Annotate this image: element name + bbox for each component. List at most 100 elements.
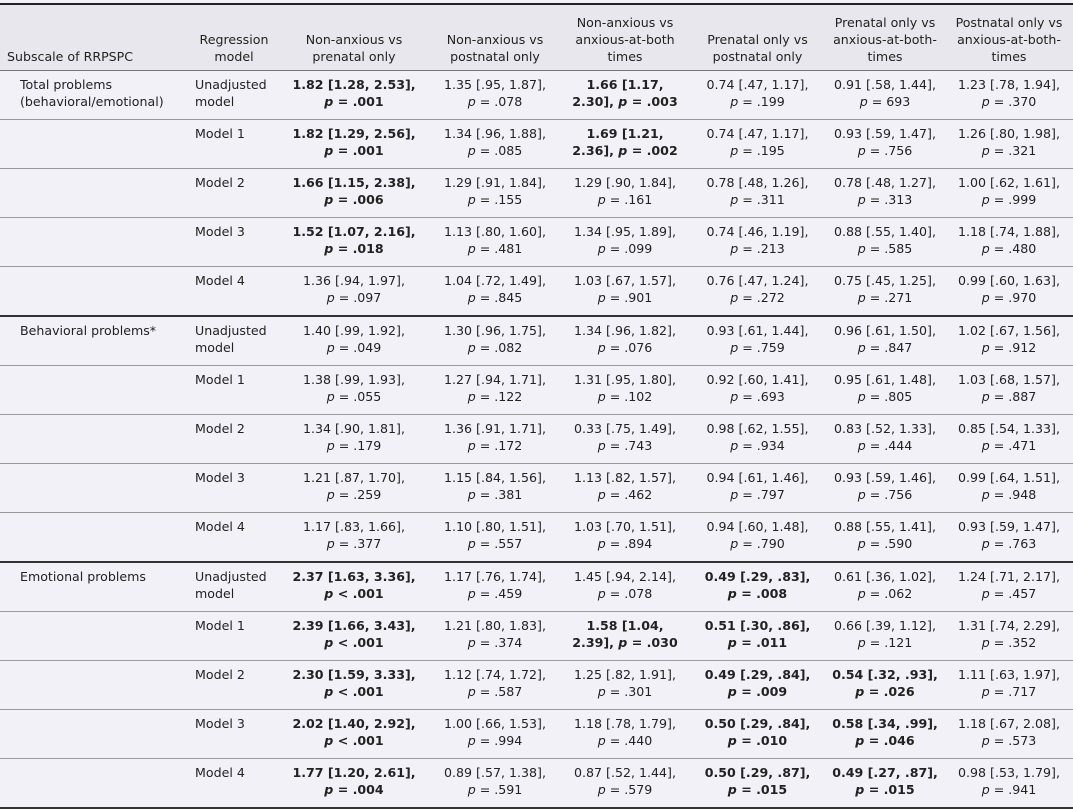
estimate-cell: 2.30 [1.59, 3.33], p < .001: [278, 660, 430, 710]
estimate-cell: 1.66 [1.15, 2.38], p = .006: [278, 168, 430, 218]
p-value: = .440: [609, 733, 653, 748]
p-value: = .948: [993, 487, 1037, 502]
table-row: Model 3 1.52 [1.07, 2.16], p = .018 1.13 […: [0, 217, 1073, 267]
p-value: = .374: [479, 635, 523, 650]
model-cell: Model 3: [190, 463, 278, 513]
odds-ratio-ci: 1.36 [.94, 1.97],: [303, 273, 405, 288]
estimate-cell: 2.37 [1.63, 3.36], p < .001: [278, 562, 430, 612]
odds-ratio-ci: 1.13 [.80, 1.60],: [444, 224, 546, 239]
odds-ratio-ci: 0.49 [.29, .83],: [704, 569, 811, 584]
odds-ratio-ci: 0.74 [.47, 1.17],: [706, 77, 809, 92]
table-row: Model 4 1.17 [.83, 1.66], p = .377 1.10 [.…: [0, 512, 1073, 563]
odds-ratio-ci: 0.88 [.55, 1.41],: [834, 519, 936, 534]
p-value: = .102: [609, 389, 653, 404]
odds-ratio-ci: 0.49 [.27, .87],: [832, 765, 938, 780]
estimate-cell: 1.82 [1.29, 2.56], p = .001: [278, 119, 430, 169]
odds-ratio-ci: 0.93 [.59, 1.47],: [958, 519, 1060, 534]
p-value: = .018: [337, 241, 384, 256]
odds-ratio-ci: 1.34 [.96, 1.82],: [574, 323, 676, 338]
model-cell: Unadjusted model: [190, 316, 278, 366]
odds-ratio-ci: 0.76 [.47, 1.24],: [706, 273, 809, 288]
odds-ratio-ci: 0.33 [.75, 1.49],: [574, 421, 676, 436]
estimate-cell: 1.31 [.95, 1.80], p = .102: [560, 365, 690, 415]
p-value: = .046: [868, 733, 915, 748]
p-value: = .002: [631, 143, 678, 158]
model-cell: Model 1: [190, 365, 278, 415]
odds-ratio-ci: 1.66 [1.17, 2.30],: [572, 77, 664, 109]
odds-ratio-ci: 1.11 [.63, 1.97],: [958, 667, 1060, 682]
odds-ratio-ci: 1.58 [1.04, 2.39],: [572, 618, 664, 650]
p-value: = .999: [993, 192, 1037, 207]
estimate-cell: 0.93 [.59, 1.47], p = .763: [945, 512, 1073, 563]
estimate-cell: 0.54 [.32, .93], p = .026: [825, 660, 945, 710]
estimate-cell: 1.29 [.90, 1.84], p = .161: [560, 168, 690, 218]
estimate-cell: 0.94 [.60, 1.48], p = .790: [690, 512, 825, 563]
p-value: = .030: [631, 635, 678, 650]
model-cell: Model 4: [190, 266, 278, 317]
odds-ratio-ci: 1.31 [.95, 1.80],: [574, 372, 676, 387]
estimate-cell: 1.15 [.84, 1.56], p = .381: [430, 463, 560, 513]
estimate-cell: 0.98 [.53, 1.79], p = .941: [945, 758, 1073, 809]
model-cell: Model 2: [190, 660, 278, 710]
odds-ratio-ci: 1.45 [.94, 2.14],: [574, 569, 676, 584]
estimate-cell: 1.35 [.95, 1.87], p = .078: [430, 70, 560, 120]
column-header: Prenatal only vs postnatal only: [690, 4, 825, 71]
odds-ratio-ci: 1.15 [.84, 1.56],: [444, 470, 546, 485]
p-value: < .001: [337, 586, 384, 601]
estimate-cell: 1.34 [.90, 1.81], p = .179: [278, 414, 430, 464]
odds-ratio-ci: 0.91 [.58, 1.44],: [834, 77, 936, 92]
p-value: = .009: [741, 684, 788, 699]
p-value: = .076: [609, 340, 653, 355]
p-value: = .179: [338, 438, 382, 453]
p-value: = .901: [609, 290, 653, 305]
p-value: = .301: [609, 684, 653, 699]
p-value: = .199: [742, 94, 785, 109]
odds-ratio-ci: 0.61 [.36, 1.02],: [834, 569, 936, 584]
p-value: = .001: [337, 94, 384, 109]
estimate-cell: 1.04 [.72, 1.49], p = .845: [430, 266, 560, 317]
odds-ratio-ci: 1.35 [.95, 1.87],: [444, 77, 546, 92]
odds-ratio-ci: 0.93 [.59, 1.46],: [834, 470, 936, 485]
odds-ratio-ci: 0.93 [.61, 1.44],: [706, 323, 809, 338]
p-value: = .970: [993, 290, 1037, 305]
estimate-cell: 1.00 [.62, 1.61], p = .999: [945, 168, 1073, 218]
odds-ratio-ci: 1.38 [.99, 1.93],: [303, 372, 405, 387]
p-value: = .941: [993, 782, 1037, 797]
subscale-cell: [0, 709, 190, 759]
subscale-cell: [0, 414, 190, 464]
model-cell: Model 4: [190, 758, 278, 809]
estimate-cell: 0.94 [.61, 1.46], p = .797: [690, 463, 825, 513]
estimate-cell: 0.88 [.55, 1.41], p = .590: [825, 512, 945, 563]
column-header: Prenatal only vs anxious-at-both-times: [825, 4, 945, 71]
estimate-cell: 1.24 [.71, 2.17], p = .457: [945, 562, 1073, 612]
subscale-cell: [0, 266, 190, 317]
odds-ratio-ci: 1.27 [.94, 1.71],: [444, 372, 546, 387]
p-value: = .377: [338, 536, 382, 551]
model-cell: Model 2: [190, 414, 278, 464]
estimate-cell: 1.34 [.96, 1.88], p = .085: [430, 119, 560, 169]
p-value: = .994: [479, 733, 523, 748]
odds-ratio-ci: 1.03 [.68, 1.57],: [958, 372, 1060, 387]
odds-ratio-ci: 0.94 [.60, 1.48],: [706, 519, 809, 534]
p-value: = .259: [338, 487, 382, 502]
column-header: Non-anxious vs prenatal only: [278, 4, 430, 71]
p-value: = .370: [993, 94, 1037, 109]
p-value: = .573: [993, 733, 1037, 748]
odds-ratio-ci: 1.82 [1.28, 2.53],: [292, 77, 416, 92]
estimate-cell: 1.34 [.95, 1.89], p = .099: [560, 217, 690, 267]
p-value: = .557: [479, 536, 523, 551]
odds-ratio-ci: 1.17 [.83, 1.66],: [303, 519, 405, 534]
estimate-cell: 0.74 [.46, 1.19], p = .213: [690, 217, 825, 267]
p-value: = .352: [993, 635, 1037, 650]
odds-ratio-ci: 1.40 [.99, 1.92],: [303, 323, 405, 338]
estimate-cell: 1.12 [.74, 1.72], p = .587: [430, 660, 560, 710]
estimate-cell: 1.17 [.83, 1.66], p = .377: [278, 512, 430, 563]
odds-ratio-ci: 0.74 [.47, 1.17],: [706, 126, 809, 141]
odds-ratio-ci: 1.34 [.90, 1.81],: [303, 421, 405, 436]
estimate-cell: 0.49 [.29, .84], p = .009: [690, 660, 825, 710]
odds-ratio-ci: 0.78 [.48, 1.27],: [834, 175, 936, 190]
odds-ratio-ci: 1.23 [.78, 1.94],: [958, 77, 1060, 92]
estimate-cell: 1.36 [.91, 1.71], p = .172: [430, 414, 560, 464]
subscale-cell: Total problems (behavioral/emotional): [0, 70, 190, 120]
odds-ratio-ci: 0.96 [.61, 1.50],: [834, 323, 936, 338]
